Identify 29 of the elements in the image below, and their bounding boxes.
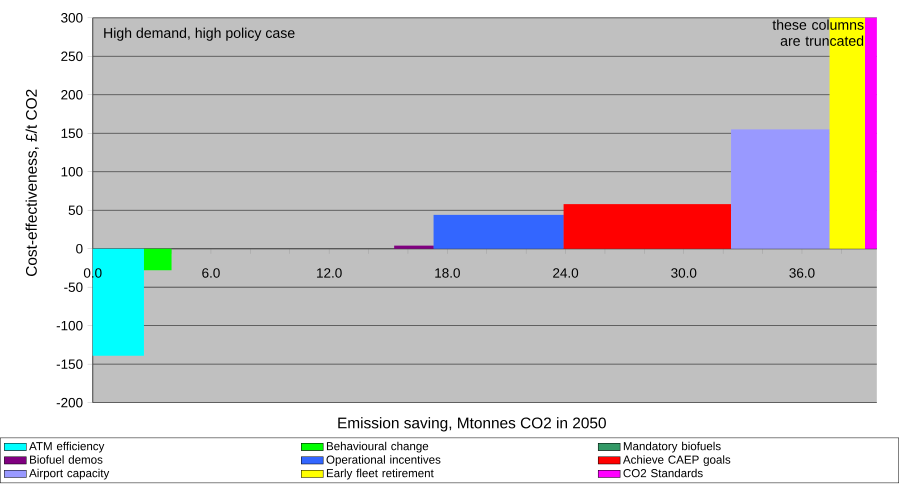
legend-label: ATM efficiency xyxy=(29,442,104,452)
x-tick-label: 18.0 xyxy=(435,268,460,278)
y-tick-label: 50 xyxy=(68,205,83,215)
legend-label: CO2 Standards xyxy=(624,468,703,478)
y-tick-label: 200 xyxy=(61,90,83,100)
legend-label: Mandatory biofuels xyxy=(624,442,721,452)
x-tick-label: 24.0 xyxy=(553,268,578,278)
legend-label: Operational incentives xyxy=(326,455,440,466)
y-tick-label: -50 xyxy=(64,282,83,292)
x-axis-title: Emission saving, Mtonnes CO2 in 2050 xyxy=(338,416,606,432)
legend-label: Achieve CAEP goals xyxy=(622,455,730,466)
y-tick-label: 100 xyxy=(62,166,83,176)
y-tick-label: 150 xyxy=(62,128,83,138)
legend-label: Biofuel demos xyxy=(30,455,102,464)
legend-label: Behavioural change xyxy=(326,442,428,452)
legend-label: Early fleet retirement xyxy=(326,468,434,480)
y-tick-label: 300 xyxy=(61,12,83,22)
y-tick-label: 250 xyxy=(61,51,83,61)
y-tick-label: -100 xyxy=(56,320,83,330)
x-tick-label: 12.0 xyxy=(317,268,342,278)
y-tick-label: 0 xyxy=(76,244,83,254)
y-tick-label: -150 xyxy=(56,359,83,369)
x-tick-label: 30.0 xyxy=(671,268,696,278)
y-axis-title: Cost-effectiveness, £/t CO2 xyxy=(26,89,39,276)
y-tick-label: -200 xyxy=(56,398,83,408)
x-tick-label: 36.0 xyxy=(789,268,815,278)
annotation: High demand, high policy case xyxy=(104,27,295,41)
x-tick-label: 6.0 xyxy=(202,268,220,278)
legend-label: Airport capacity xyxy=(29,468,110,480)
